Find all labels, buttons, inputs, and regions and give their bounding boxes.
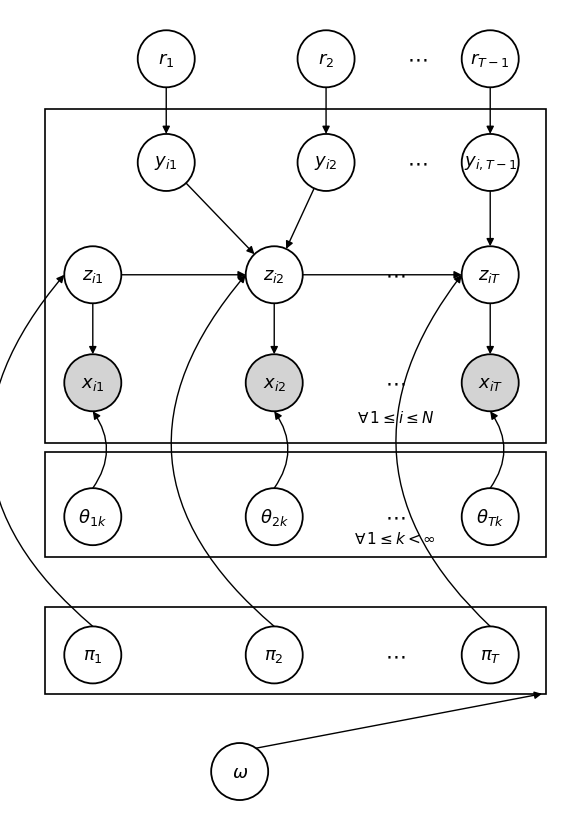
Circle shape: [64, 489, 121, 546]
Circle shape: [138, 135, 195, 192]
Text: $x_{iT}$: $x_{iT}$: [477, 375, 503, 392]
Text: $\forall\, 1 \leq i \leq N$: $\forall\, 1 \leq i \leq N$: [357, 410, 434, 426]
Text: $\forall\, 1 \leq k < \infty$: $\forall\, 1 \leq k < \infty$: [354, 531, 436, 547]
Text: $\cdots$: $\cdots$: [385, 265, 405, 285]
Circle shape: [298, 31, 354, 88]
Circle shape: [246, 489, 303, 546]
Bar: [45, 452, 546, 557]
Text: $r_{T-1}$: $r_{T-1}$: [470, 50, 510, 69]
Circle shape: [462, 489, 518, 546]
Circle shape: [211, 743, 268, 800]
Circle shape: [246, 247, 303, 304]
Circle shape: [462, 31, 518, 88]
Text: $\cdots$: $\cdots$: [406, 50, 427, 69]
Text: $\omega$: $\omega$: [232, 762, 248, 781]
Circle shape: [246, 627, 303, 684]
Text: $\cdots$: $\cdots$: [406, 153, 427, 173]
Text: $y_{i,T-1}$: $y_{i,T-1}$: [464, 155, 517, 172]
Text: $x_{i1}$: $x_{i1}$: [81, 375, 105, 392]
Text: $\theta_{Tk}$: $\theta_{Tk}$: [476, 507, 505, 528]
Circle shape: [298, 135, 354, 192]
Circle shape: [462, 627, 518, 684]
Circle shape: [64, 627, 121, 684]
Circle shape: [64, 355, 121, 412]
Text: $y_{i2}$: $y_{i2}$: [314, 155, 338, 172]
Text: $z_{i1}$: $z_{i1}$: [82, 266, 103, 284]
Circle shape: [462, 135, 518, 192]
Text: $z_{iT}$: $z_{iT}$: [479, 266, 502, 284]
Circle shape: [64, 247, 121, 304]
Circle shape: [462, 355, 518, 412]
Text: $\cdots$: $\cdots$: [385, 507, 405, 527]
Text: $\pi_2$: $\pi_2$: [264, 646, 284, 664]
Text: $y_{i1}$: $y_{i1}$: [154, 155, 178, 172]
Bar: [45, 110, 546, 444]
Text: $\theta_{2k}$: $\theta_{2k}$: [260, 507, 288, 528]
Text: $\pi_1$: $\pi_1$: [83, 646, 103, 664]
Text: $z_{i2}$: $z_{i2}$: [264, 266, 285, 284]
Circle shape: [246, 355, 303, 412]
Text: $\theta_{1k}$: $\theta_{1k}$: [79, 507, 107, 528]
Text: $x_{i2}$: $x_{i2}$: [262, 375, 286, 392]
Text: $r_1$: $r_1$: [158, 50, 175, 69]
Text: $r_2$: $r_2$: [318, 50, 334, 69]
Text: $\cdots$: $\cdots$: [385, 645, 405, 665]
Text: $\cdots$: $\cdots$: [385, 373, 405, 394]
Circle shape: [138, 31, 195, 88]
Circle shape: [462, 247, 518, 304]
Bar: [45, 608, 546, 694]
Text: $\pi_T$: $\pi_T$: [480, 646, 501, 664]
